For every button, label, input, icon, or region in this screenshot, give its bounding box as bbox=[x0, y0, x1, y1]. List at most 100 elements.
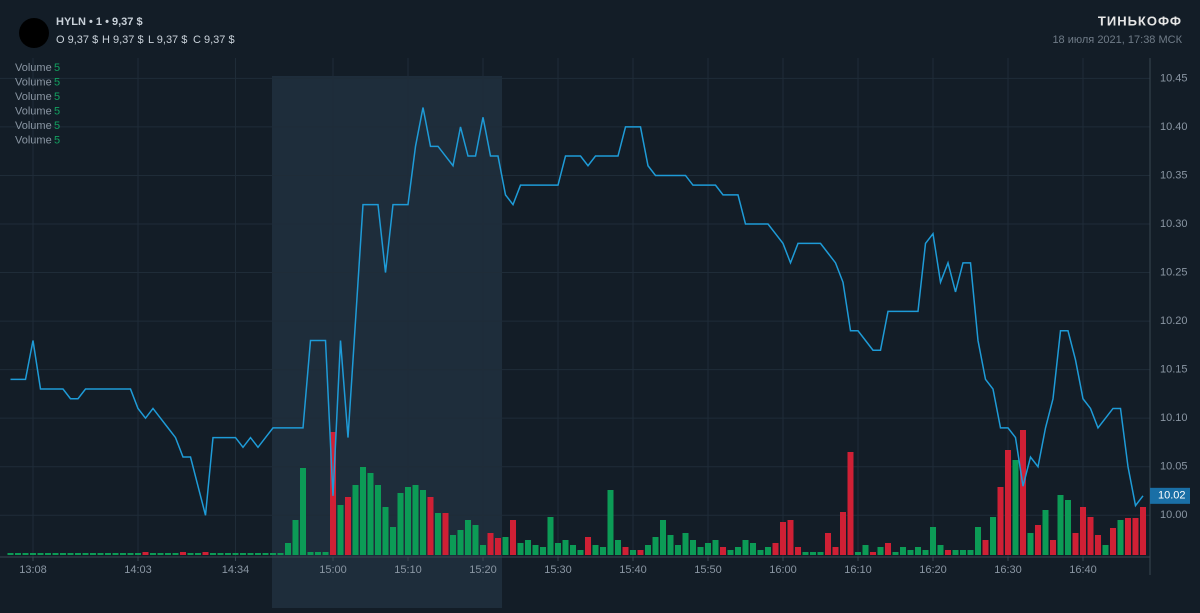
volume-bar bbox=[367, 473, 374, 555]
volume-bar bbox=[180, 552, 186, 555]
volume-bar bbox=[1035, 525, 1041, 555]
x-tick-label: 15:40 bbox=[619, 564, 647, 576]
volume-bar bbox=[472, 525, 479, 555]
volume-bar bbox=[427, 497, 434, 555]
volume-bar bbox=[397, 493, 404, 555]
volume-bar bbox=[1102, 545, 1109, 555]
volume-bar bbox=[937, 545, 944, 555]
x-tick-label: 13:08 bbox=[19, 564, 47, 576]
volume-bar bbox=[1057, 495, 1064, 555]
volume-bar bbox=[780, 522, 786, 555]
volume-bar bbox=[997, 487, 1004, 555]
x-tick-label: 16:20 bbox=[919, 564, 947, 576]
y-tick-label: 10.20 bbox=[1160, 315, 1188, 327]
x-tick-label: 15:20 bbox=[469, 564, 497, 576]
volume-bar bbox=[900, 547, 906, 555]
volume-bar bbox=[465, 520, 471, 555]
volume-bar bbox=[690, 540, 696, 555]
volume-bar bbox=[697, 547, 704, 555]
volume-bar bbox=[127, 553, 134, 555]
volume-bar bbox=[307, 552, 314, 555]
volume-bar bbox=[562, 540, 569, 555]
volume-bar bbox=[262, 553, 269, 555]
volume-bar bbox=[967, 550, 974, 555]
legend-label: Volume bbox=[15, 105, 52, 117]
volume-bar bbox=[885, 543, 891, 555]
volume-bar bbox=[97, 553, 104, 555]
volume-bar bbox=[52, 553, 59, 555]
volume-bar bbox=[292, 520, 299, 555]
volume-bar bbox=[450, 535, 456, 555]
legend-label: Volume bbox=[15, 62, 52, 74]
x-tick-label: 16:00 bbox=[769, 564, 797, 576]
volume-bar bbox=[412, 485, 419, 555]
volume-bar bbox=[247, 553, 254, 555]
volume-bar bbox=[1072, 533, 1079, 555]
y-tick-label: 10.05 bbox=[1160, 461, 1188, 473]
volume-bar bbox=[90, 553, 96, 555]
volume-bar bbox=[195, 553, 201, 555]
volume-bar bbox=[742, 540, 749, 555]
volume-bar bbox=[787, 520, 794, 555]
y-tick-label: 10.25 bbox=[1160, 266, 1188, 278]
volume-bar bbox=[1080, 507, 1086, 555]
y-tick-label: 10.30 bbox=[1160, 218, 1188, 230]
volume-bar bbox=[1065, 500, 1071, 555]
volume-bar bbox=[862, 545, 869, 555]
volume-bar bbox=[37, 553, 44, 555]
volume-bar bbox=[7, 553, 14, 555]
volume-bar bbox=[810, 552, 816, 555]
volume-bar bbox=[705, 543, 711, 555]
volume-bar bbox=[772, 543, 779, 555]
volume-bar bbox=[1110, 528, 1116, 555]
volume-bar bbox=[337, 505, 344, 555]
volume-bar bbox=[1012, 460, 1019, 555]
legend-label: Volume bbox=[15, 76, 52, 88]
volume-bar bbox=[870, 552, 876, 555]
volume-bar bbox=[577, 550, 584, 555]
volume-bar bbox=[457, 530, 464, 555]
legend-label: Volume bbox=[15, 134, 52, 146]
volume-bar bbox=[150, 553, 156, 555]
volume-bar bbox=[240, 553, 246, 555]
y-tick-label: 10.10 bbox=[1160, 412, 1188, 424]
volume-bar bbox=[105, 553, 111, 555]
y-tick-label: 10.15 bbox=[1160, 364, 1188, 376]
volume-bar bbox=[15, 553, 21, 555]
x-tick-label: 14:03 bbox=[124, 564, 152, 576]
legend-value: 5 bbox=[54, 91, 60, 103]
volume-bar bbox=[825, 533, 831, 555]
x-tick-label: 14:34 bbox=[222, 564, 250, 576]
volume-bar bbox=[255, 553, 261, 555]
volume-bar bbox=[802, 552, 809, 555]
volume-bar bbox=[165, 553, 171, 555]
volume-bar bbox=[1117, 520, 1124, 555]
volume-bar bbox=[202, 552, 209, 555]
legend-label: Volume bbox=[15, 91, 52, 103]
ticker-avatar bbox=[19, 18, 49, 48]
volume-bar bbox=[22, 553, 29, 555]
volume-bar bbox=[82, 553, 89, 555]
volume-bar bbox=[847, 452, 854, 555]
volume-bar bbox=[855, 552, 861, 555]
brand: ТИНЬКОФФ bbox=[1098, 13, 1182, 28]
volume-bar bbox=[345, 497, 351, 555]
volume-bar bbox=[1087, 517, 1094, 555]
legend-label: Volume bbox=[15, 120, 52, 132]
volume-bar bbox=[112, 553, 119, 555]
volume-bar bbox=[270, 553, 276, 555]
volume-bar bbox=[1020, 430, 1026, 555]
y-tick-label: 10.35 bbox=[1160, 169, 1188, 181]
volume-bar bbox=[300, 468, 306, 555]
volume-bar bbox=[1050, 540, 1056, 555]
volume-bar bbox=[217, 553, 224, 555]
volume-bar bbox=[525, 540, 531, 555]
volume-bar bbox=[1027, 533, 1034, 555]
volume-bar bbox=[435, 513, 441, 555]
volume-bar bbox=[570, 545, 576, 555]
volume-bar bbox=[735, 547, 741, 555]
volume-bar bbox=[120, 553, 126, 555]
datetime: 18 июля 2021, 17:38 МСК bbox=[1052, 34, 1182, 46]
ohlc-close: C 9,37 $ bbox=[193, 34, 235, 46]
volume-bar bbox=[495, 538, 501, 555]
